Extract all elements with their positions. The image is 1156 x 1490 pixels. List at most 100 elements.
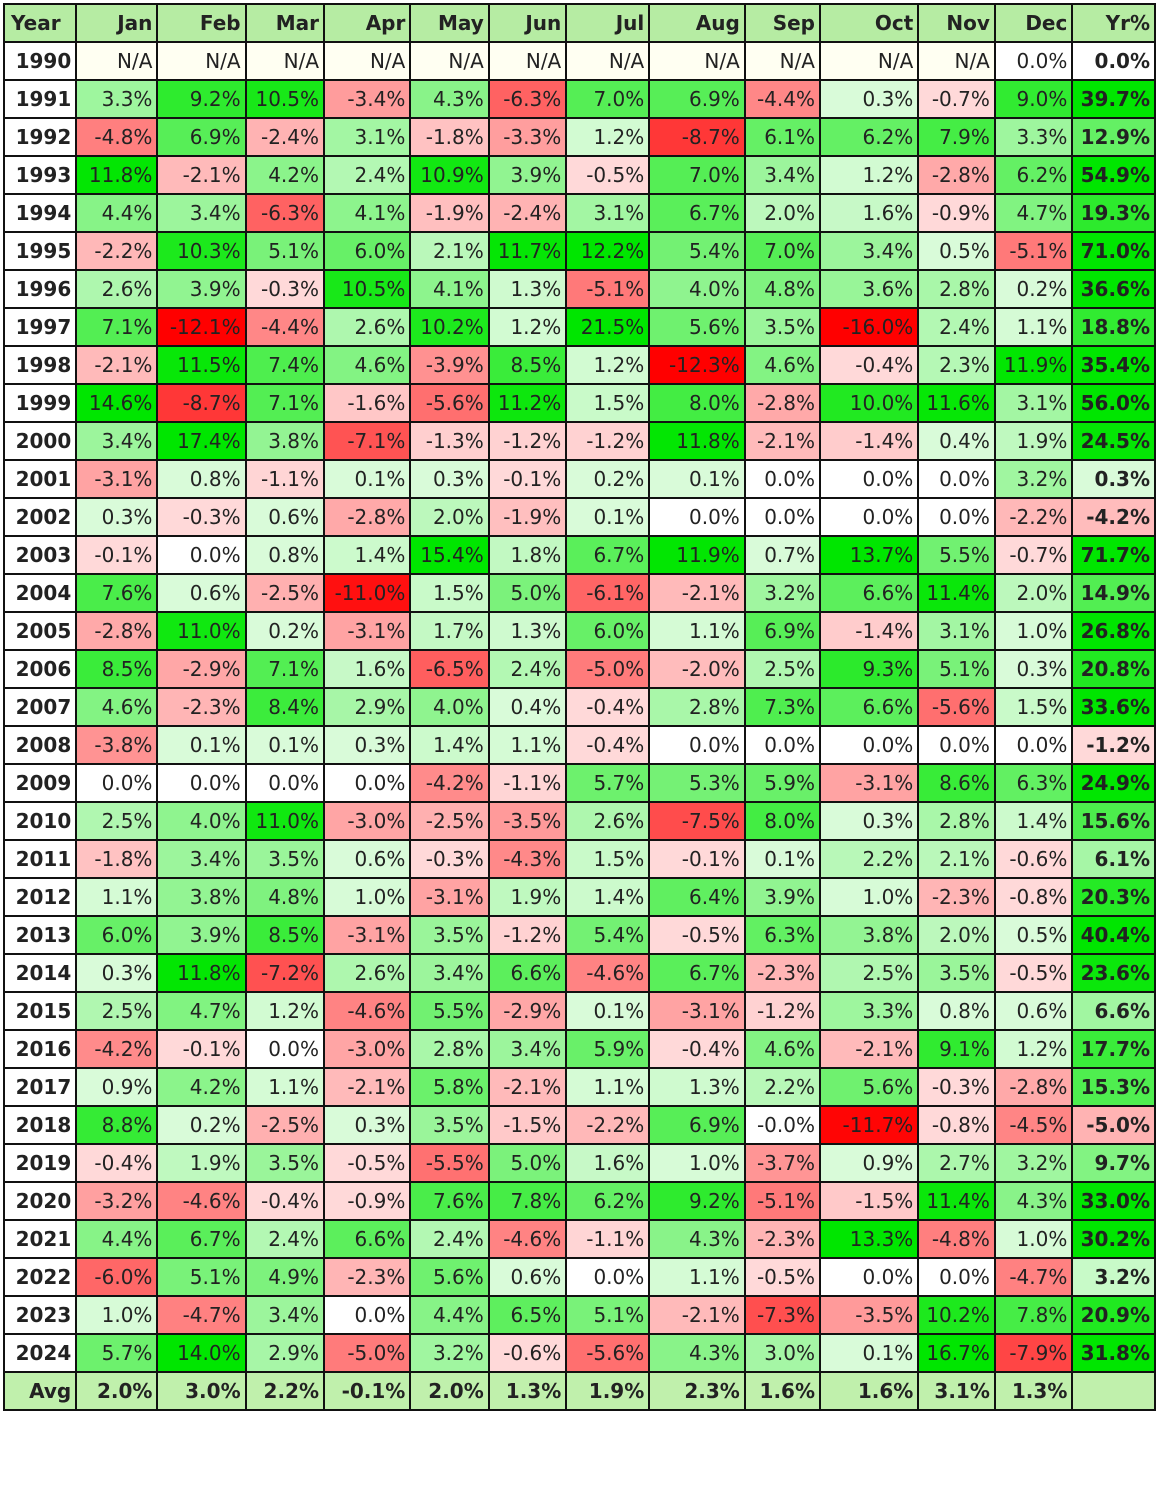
cell-2021-oct: 13.3% xyxy=(818,1219,920,1259)
cell-2007-dec: 1.5% xyxy=(993,687,1074,727)
cell-1994-jan: 4.4% xyxy=(75,193,159,233)
table-row: 2023 1.0% -4.7% 3.4% 0.0% 4.4% 6.5% 5.1% -2.1% -7… xyxy=(2,1295,1156,1335)
cell-2009-dec: 6.3% xyxy=(993,763,1074,803)
cell-2004-yr-total: 14.9% xyxy=(1071,573,1156,613)
cell-2004-oct: 6.6% xyxy=(818,573,920,613)
cell-2022-yr-total: 3.2% xyxy=(1071,1257,1156,1297)
cell-2009-apr: 0.0% xyxy=(323,763,412,803)
cell-2010-sep: 8.0% xyxy=(743,801,822,841)
header-apr: Apr xyxy=(323,3,412,43)
cell-1993-may: 10.9% xyxy=(409,155,490,195)
cell-2022-apr: -2.3% xyxy=(323,1257,412,1297)
cell-2010-apr: -3.0% xyxy=(323,801,412,841)
cell-2020-sep: -5.1% xyxy=(743,1181,822,1221)
cell-1999-may: -5.6% xyxy=(409,383,490,423)
cell-1997-jul: 21.5% xyxy=(565,307,651,347)
cell-2011-feb: 3.4% xyxy=(156,839,247,879)
cell-2021-jan: 4.4% xyxy=(75,1219,159,1259)
cell-2014-jun: 6.6% xyxy=(487,953,568,993)
cell-2000-jun: -1.2% xyxy=(487,421,568,461)
cell-1993-sep: 3.4% xyxy=(743,155,822,195)
cell-2003-jul: 6.7% xyxy=(565,535,651,575)
year-label: 1997 xyxy=(2,307,78,347)
cell-2006-yr-total: 20.8% xyxy=(1071,649,1156,689)
cell-2019-jan: -0.4% xyxy=(75,1143,159,1183)
table-row: 2011 -1.8% 3.4% 3.5% 0.6% -0.3% -4.3% 1.5% -0.1%… xyxy=(2,839,1156,879)
avg-oct: 1.6% xyxy=(818,1371,920,1411)
cell-2011-dec: -0.6% xyxy=(993,839,1074,879)
cell-2024-feb: 14.0% xyxy=(156,1333,247,1373)
year-label: 1993 xyxy=(2,155,78,195)
cell-1990-jan: N/A xyxy=(75,41,159,81)
cell-2006-oct: 9.3% xyxy=(818,649,920,689)
cell-2024-dec: -7.9% xyxy=(993,1333,1074,1373)
cell-2001-sep: 0.0% xyxy=(743,459,822,499)
cell-2024-jan: 5.7% xyxy=(75,1333,159,1373)
cell-2024-jul: -5.6% xyxy=(565,1333,651,1373)
cell-1990-jul: N/A xyxy=(565,41,651,81)
cell-2011-sep: 0.1% xyxy=(743,839,822,879)
cell-2023-yr-total: 20.9% xyxy=(1071,1295,1156,1335)
cell-2022-dec: -4.7% xyxy=(993,1257,1074,1297)
cell-2020-jun: 7.8% xyxy=(487,1181,568,1221)
cell-2011-may: -0.3% xyxy=(409,839,490,879)
cell-2015-oct: 3.3% xyxy=(818,991,920,1031)
cell-2005-jan: -2.8% xyxy=(75,611,159,651)
cell-1999-mar: 7.1% xyxy=(244,383,326,423)
cell-2007-feb: -2.3% xyxy=(156,687,247,727)
cell-2009-nov: 8.6% xyxy=(917,763,996,803)
table-row: 2017 0.9% 4.2% 1.1% -2.1% 5.8% -2.1% 1.1% 1.3% 2.… xyxy=(2,1067,1156,1107)
cell-2001-oct: 0.0% xyxy=(818,459,920,499)
cell-2020-jul: 6.2% xyxy=(565,1181,651,1221)
cell-2014-apr: 2.6% xyxy=(323,953,412,993)
cell-1992-nov: 7.9% xyxy=(917,117,996,157)
cell-2021-feb: 6.7% xyxy=(156,1219,247,1259)
avg-jul: 1.9% xyxy=(565,1371,651,1411)
cell-2012-sep: 3.9% xyxy=(743,877,822,917)
cell-1992-jan: -4.8% xyxy=(75,117,159,157)
cell-2017-nov: -0.3% xyxy=(917,1067,996,1107)
cell-2014-feb: 11.8% xyxy=(156,953,247,993)
cell-2022-mar: 4.9% xyxy=(244,1257,326,1297)
cell-1997-yr-total: 18.8% xyxy=(1071,307,1156,347)
cell-2017-mar: 1.1% xyxy=(244,1067,326,1107)
cell-1990-may: N/A xyxy=(409,41,490,81)
cell-2018-may: 3.5% xyxy=(409,1105,490,1145)
cell-1997-sep: 3.5% xyxy=(743,307,822,347)
cell-2008-may: 1.4% xyxy=(409,725,490,765)
cell-2003-dec: -0.7% xyxy=(993,535,1074,575)
cell-2008-jul: -0.4% xyxy=(565,725,651,765)
cell-2010-mar: 11.0% xyxy=(244,801,326,841)
cell-2018-apr: 0.3% xyxy=(323,1105,412,1145)
cell-1999-jun: 11.2% xyxy=(487,383,568,423)
cell-1999-apr: -1.6% xyxy=(323,383,412,423)
cell-2020-dec: 4.3% xyxy=(993,1181,1074,1221)
cell-1997-dec: 1.1% xyxy=(993,307,1074,347)
average-row: Avg 2.0% 3.0% 2.2% -0.1% 2.0% 1.3% 1.9% 2.3% 1.6… xyxy=(2,1371,1156,1411)
cell-2012-feb: 3.8% xyxy=(156,877,247,917)
header-jan: Jan xyxy=(75,3,159,43)
cell-2008-aug: 0.0% xyxy=(648,725,746,765)
year-label: 1995 xyxy=(2,231,78,271)
avg-nov: 3.1% xyxy=(917,1371,996,1411)
cell-2015-apr: -4.6% xyxy=(323,991,412,1031)
cell-2023-dec: 7.8% xyxy=(993,1295,1074,1335)
cell-2020-aug: 9.2% xyxy=(648,1181,746,1221)
cell-2006-dec: 0.3% xyxy=(993,649,1074,689)
cell-2023-sep: -7.3% xyxy=(743,1295,822,1335)
cell-1998-jan: -2.1% xyxy=(75,345,159,385)
cell-2016-sep: 4.6% xyxy=(743,1029,822,1069)
cell-2000-feb: 17.4% xyxy=(156,421,247,461)
cell-1998-jul: 1.2% xyxy=(565,345,651,385)
cell-2002-feb: -0.3% xyxy=(156,497,247,537)
cell-1999-yr-total: 56.0% xyxy=(1071,383,1156,423)
cell-2009-jun: -1.1% xyxy=(487,763,568,803)
cell-2004-apr: -11.0% xyxy=(323,573,412,613)
cell-2019-nov: 2.7% xyxy=(917,1143,996,1183)
year-label: 2001 xyxy=(2,459,78,499)
cell-1993-oct: 1.2% xyxy=(818,155,920,195)
cell-2004-jan: 7.6% xyxy=(75,573,159,613)
year-label: 2013 xyxy=(2,915,78,955)
cell-1992-apr: 3.1% xyxy=(323,117,412,157)
cell-2001-jul: 0.2% xyxy=(565,459,651,499)
